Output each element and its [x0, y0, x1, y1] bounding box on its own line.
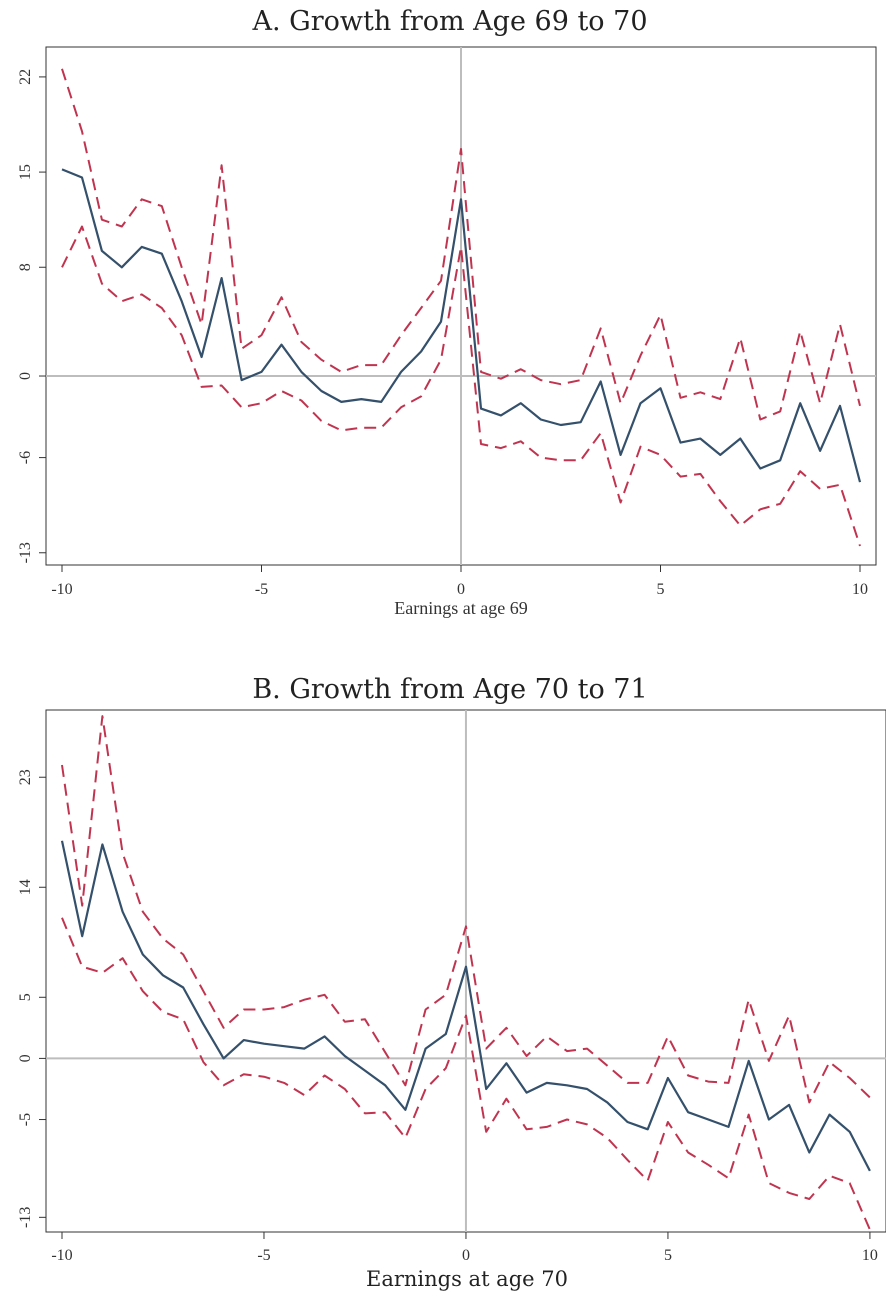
panel-a-lower-ci-line	[61, 225, 861, 547]
panel-b-x-tick-label: 10	[862, 1247, 878, 1264]
panel-a-y-tick-label: -13	[17, 542, 34, 563]
panel-b-x-tick-label: 0	[462, 1247, 470, 1264]
panel-b-y-tick-label: 14	[17, 879, 34, 895]
panel-a-x-tick-label: -5	[255, 581, 268, 598]
panel-b-y-tick-label: 23	[17, 769, 34, 785]
panel-a-y-tick-label: 15	[17, 164, 34, 180]
panel-a-x-tick-label: -10	[51, 581, 72, 598]
panel-b-estimate-line	[60, 840, 871, 1172]
panel-b-y-tick-label: 5	[17, 993, 34, 1001]
panel-a-x-axis-label: Earnings at age 69	[394, 598, 527, 618]
panel-a-y-tick-label: -6	[17, 451, 34, 464]
panel-b-y-tick-label: -13	[17, 1207, 34, 1228]
panel-a-y-tick-label: 8	[17, 263, 34, 271]
panel-b-y-tick-label: 0	[17, 1054, 34, 1062]
panel-a-y-tick-label: 0	[17, 372, 34, 380]
panel-b-x-tick-label: 5	[664, 1247, 672, 1264]
panel-a-estimate-line	[61, 168, 862, 483]
panel-a-title: A. Growth from Age 69 to 70	[252, 6, 648, 37]
panel-b-title: B. Growth from Age 70 to 71	[252, 674, 647, 705]
panel-b-x-axis-label: Earnings at age 70	[366, 1267, 568, 1291]
panel-b-upper-ci-line	[61, 715, 871, 1104]
panel-a-x-tick-label: 5	[657, 581, 665, 598]
panel-b-x-tick-label: -10	[51, 1247, 72, 1264]
panel-b-lower-ci-line	[61, 917, 871, 1230]
panel-a-x-tick-label: 0	[457, 581, 465, 598]
panel-b: B. Growth from Age 70 to 71 Earnings at …	[17, 674, 886, 1291]
panel-a-x-tick-label: 10	[852, 581, 868, 598]
panel-a-upper-ci-line	[61, 68, 861, 421]
panel-a: A. Growth from Age 69 to 70 Earnings at …	[17, 6, 877, 618]
panel-a-y-tick-label: 22	[17, 69, 34, 85]
panel-b-y-tick-label: -5	[17, 1113, 34, 1126]
panel-b-x-tick-label: -5	[257, 1247, 270, 1264]
